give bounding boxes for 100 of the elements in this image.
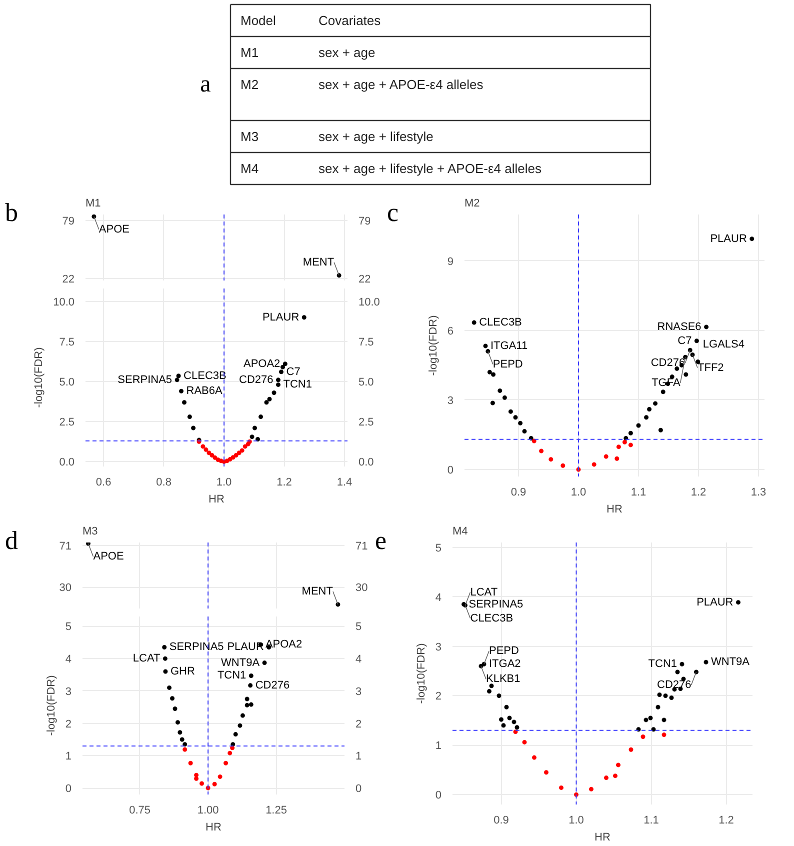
annotation: TFF2 [698, 362, 724, 374]
annotation: CD276 [255, 679, 290, 692]
annotation: PLAUR [262, 311, 300, 324]
y-axis-title: -log10(FDR) [45, 675, 58, 736]
x-tick-label: 0.9 [510, 486, 526, 498]
y-axis-title: -log10(FDR) [415, 643, 428, 704]
annotation: ITGA2 [489, 658, 521, 670]
x-tick-label: 1.0 [570, 486, 586, 498]
x-tick-label: 1.2 [718, 814, 734, 826]
annotation: KLKB1 [486, 673, 520, 686]
chart-title: M2 [464, 198, 480, 210]
annotation: CD276 [657, 679, 692, 692]
y2-tick-label: 10.0 [358, 296, 380, 308]
annotation: CLEC3B [479, 316, 522, 329]
annotation: APOA2 [265, 638, 302, 651]
annotation: TCN1 [648, 658, 678, 670]
x-tick-label: 1.3 [750, 486, 766, 498]
y-tick-label: 4 [435, 592, 442, 604]
text: M4 [240, 161, 259, 176]
text: sex + age + lifestyle [318, 129, 434, 144]
annotation: RNASE6 [657, 320, 702, 333]
y-tick-label: 2 [435, 690, 442, 703]
y-tick-label: 3 [447, 394, 454, 407]
annotation: GHR [170, 666, 195, 678]
annotation: WNT9A [711, 656, 750, 668]
text: a [200, 72, 212, 98]
y-tick-label: 2.5 [59, 416, 75, 429]
y2-tick-label: 7.5 [358, 336, 374, 348]
y2-tick-label: 0 [356, 783, 362, 796]
y2-tick-label: 22 [358, 273, 371, 286]
y-tick-label: 1 [65, 750, 72, 763]
annotation: LCAT [132, 652, 160, 665]
annotation: APOA2 [243, 358, 280, 370]
annotation: WNT9A [221, 656, 260, 669]
y-axis-title: -log10(FDR) [427, 315, 440, 376]
y-tick-label: 1 [435, 740, 442, 752]
annotation: PLAUR [227, 641, 264, 654]
text: Covariates [318, 13, 382, 28]
y-axis-title: -log10(FDR) [33, 347, 46, 408]
annotation: C7 [286, 366, 300, 378]
annotation: ITGA11 [490, 340, 528, 352]
y-tick-label: 0 [447, 464, 454, 477]
y2-tick-label: 71 [356, 540, 368, 553]
y2-tick-label: 3 [356, 686, 362, 698]
text: M3 [240, 129, 259, 144]
annotation: TCN1 [283, 378, 312, 391]
y2-tick-label: 2 [356, 718, 362, 730]
y-tick-label: 71 [59, 540, 72, 553]
x-axis-title: HR [606, 504, 622, 516]
y-tick-label: 2 [65, 718, 72, 730]
y-tick-label: 4 [65, 654, 72, 666]
x-tick-label: 1.0 [568, 814, 584, 826]
x-axis-title: HR [208, 494, 224, 506]
text: c [387, 197, 399, 229]
text: M1 [240, 45, 259, 60]
y-tick-label: 3 [435, 641, 442, 654]
y2-tick-label: 5.0 [358, 376, 374, 389]
x-tick-label: 1.25 [266, 804, 287, 816]
y-tick-label: 5 [65, 621, 72, 634]
text: M2 [240, 77, 259, 92]
y2-tick-label: 79 [358, 216, 371, 228]
x-axis-title: HR [206, 822, 222, 834]
x-tick-label: 1.0 [216, 476, 232, 488]
annotation: APOE [93, 550, 124, 563]
annotation: TCN1 [217, 670, 246, 682]
y-tick-label: 5.0 [59, 376, 75, 389]
y-tick-label: 6 [447, 325, 454, 338]
annotation: PLAUR [710, 232, 747, 245]
annotation: PEPD [492, 358, 523, 370]
text: e [375, 525, 387, 557]
y-tick-label: 10.0 [53, 296, 75, 308]
annotation: CD276 [238, 374, 274, 386]
y-tick-label: 0.0 [59, 456, 75, 469]
y2-tick-label: 0.0 [358, 456, 374, 469]
chart-title: M4 [452, 526, 468, 538]
y2-tick-label: 30 [356, 582, 368, 594]
text: b [5, 197, 18, 229]
x-tick-label: 1.2 [276, 476, 292, 488]
y-tick-label: 79 [62, 216, 75, 228]
annotation: PEPD [489, 645, 520, 658]
annotation: APOE [98, 224, 130, 236]
text: d [5, 525, 18, 557]
annotation: MENT [302, 256, 334, 268]
y2-tick-label: 5 [356, 621, 362, 634]
y-tick-label: 9 [447, 256, 454, 268]
chart-title: M3 [82, 526, 98, 538]
text: sex + age [318, 45, 376, 60]
annotation: SERPINA5 [118, 374, 172, 386]
annotation: LGALS4 [702, 338, 744, 350]
annotation: SERPINA5 [468, 598, 524, 610]
x-tick-label: 1.2 [690, 486, 706, 498]
y2-tick-label: 4 [356, 654, 362, 666]
chart-title: M1 [86, 198, 101, 210]
y2-tick-label: 2.5 [358, 416, 374, 429]
annotation: MENT [302, 585, 334, 598]
y-tick-label: 0 [65, 783, 72, 796]
annotation: PLAUR [696, 596, 734, 608]
x-tick-label: 0.9 [494, 814, 509, 826]
x-tick-label: 0.6 [96, 476, 112, 488]
x-tick-label: 1.00 [197, 804, 219, 816]
